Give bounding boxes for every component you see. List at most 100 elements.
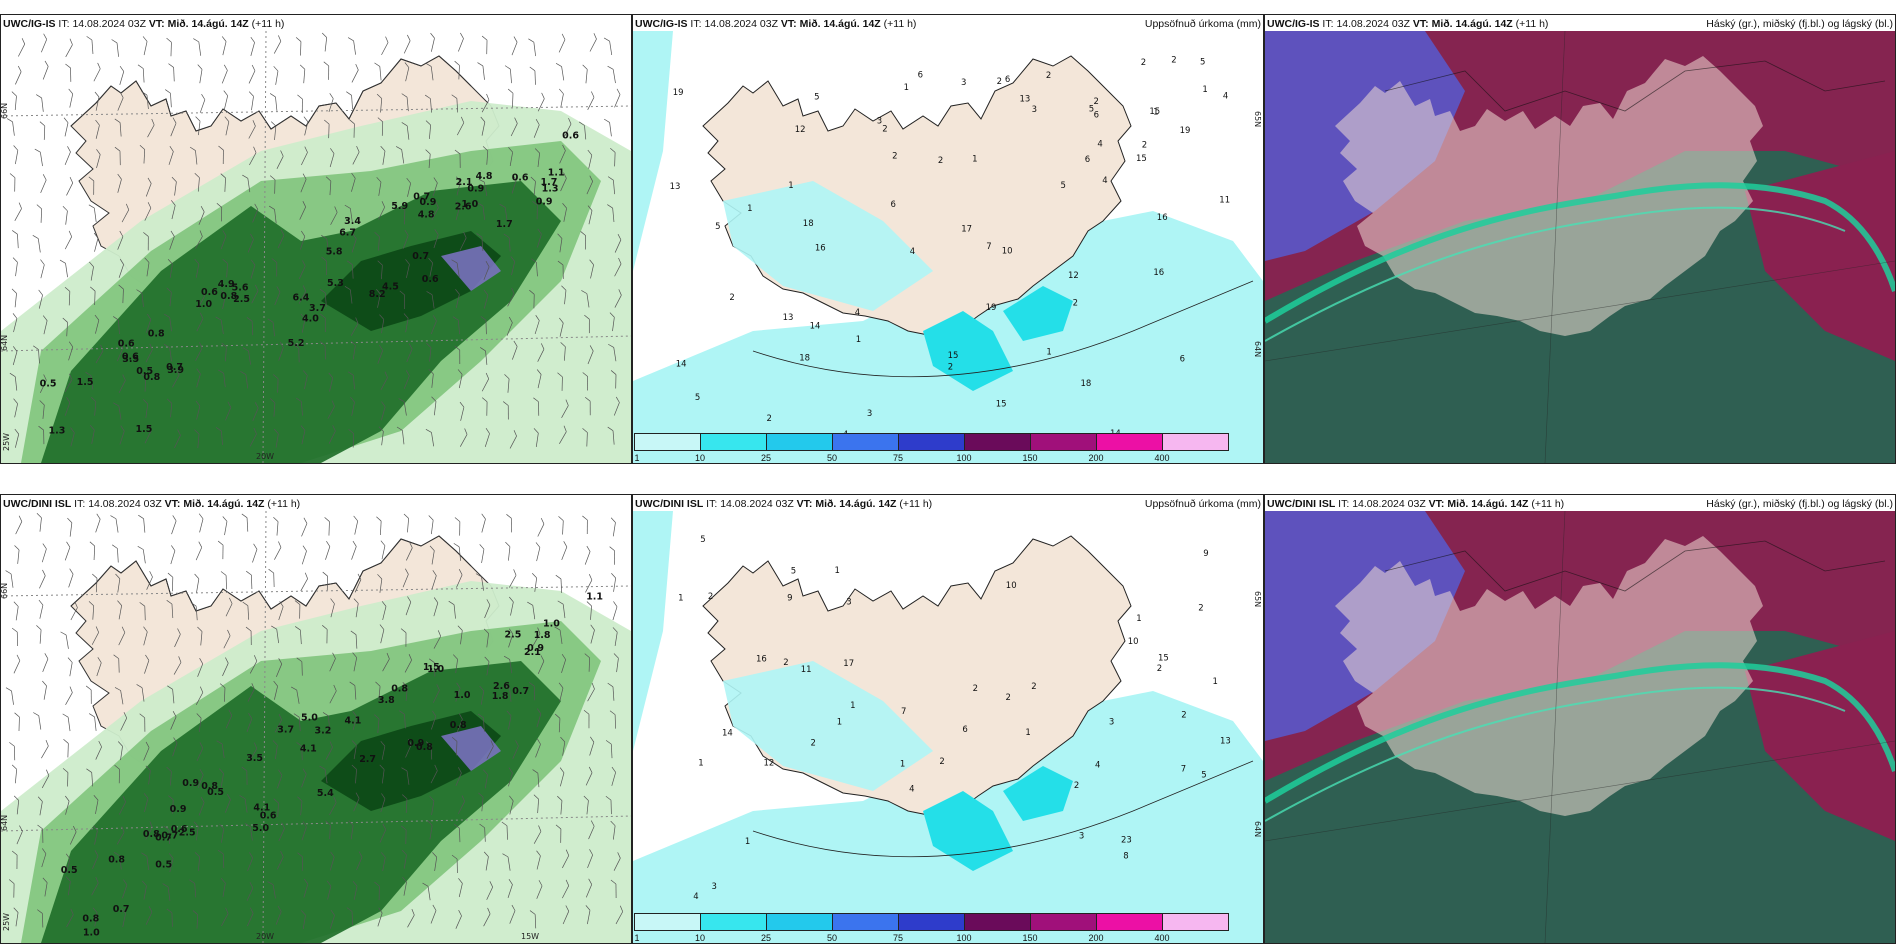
wind-barb-staff <box>429 347 432 362</box>
wind-barb-flag <box>66 541 71 548</box>
panel-header: UWC/IG-IS IT: 14.08.2024 03Z VT: Mið. 14… <box>1267 18 1893 30</box>
wind-barb <box>172 368 180 388</box>
precip-value-label: 0.5 <box>40 379 57 390</box>
wind-barb-staff <box>428 154 431 169</box>
wind-barb <box>555 63 565 81</box>
wind-barb-flag <box>197 626 203 632</box>
precip-value-label: 0.8 <box>450 720 467 731</box>
precip-value-label: 1.3 <box>542 184 559 195</box>
wind-barb <box>509 904 516 924</box>
wind-barb-flag <box>300 313 306 320</box>
wind-barb-flag <box>95 626 99 633</box>
wind-barb-staff <box>377 350 383 364</box>
wind-barb-staff <box>564 290 567 305</box>
wind-barb <box>348 429 354 448</box>
wind-barb <box>95 344 104 364</box>
precip-value-label: 3 <box>961 78 966 88</box>
wind-barb <box>112 544 119 563</box>
wind-barb <box>425 149 431 169</box>
wind-barb <box>402 682 408 701</box>
wind-barb-flag <box>507 88 514 94</box>
wind-barb-flag <box>352 880 358 887</box>
wind-barb-staff <box>200 631 203 646</box>
wind-barb-staff <box>507 293 515 307</box>
precip-value-label: 3 <box>877 117 882 127</box>
wind-barb <box>197 658 204 677</box>
wind-barb-flag <box>603 37 610 42</box>
wind-barb-flag <box>323 61 329 67</box>
wind-barb <box>137 64 145 83</box>
wind-barb <box>558 33 566 53</box>
wind-barb <box>196 368 201 388</box>
wind-barb-flag <box>201 290 205 297</box>
wind-barb-flag <box>382 823 387 830</box>
wind-barb-staff <box>95 800 99 814</box>
wind-barb-flag <box>170 230 175 237</box>
wind-barb-flag <box>136 684 143 689</box>
precip-value-label: 2 <box>1181 710 1186 720</box>
wind-barb-flag <box>587 149 593 156</box>
wind-barb <box>113 654 120 673</box>
wind-barb-flag <box>588 574 593 581</box>
wind-barb-staff <box>95 746 102 760</box>
wind-barb-staff <box>225 347 227 362</box>
wind-barb-flag <box>6 118 13 123</box>
wind-barb <box>377 574 383 593</box>
wind-barb <box>504 374 510 393</box>
wind-barb-flag <box>377 574 383 580</box>
wind-barb <box>456 568 463 588</box>
precip-value-label: 5.9 <box>391 201 408 212</box>
wind-barb-staff <box>561 405 569 418</box>
wind-barb-flag <box>125 203 130 210</box>
wind-barb <box>5 570 14 588</box>
precip-value-label: 2 <box>882 125 887 135</box>
wind-barb <box>422 882 431 901</box>
wind-barb-flag <box>199 230 203 237</box>
wind-barb <box>452 654 458 674</box>
wind-barb-flag <box>67 146 71 153</box>
wind-barb <box>456 713 463 733</box>
wind-barb-flag <box>618 257 622 264</box>
wind-barb <box>13 145 19 165</box>
wind-barb-staff <box>146 319 152 333</box>
wind-barb <box>352 146 360 165</box>
wind-barb-staff <box>92 605 95 620</box>
wind-barb-staff <box>38 715 42 730</box>
wind-barb-staff <box>329 690 337 704</box>
wind-barb <box>379 624 385 644</box>
wind-barb-staff <box>303 884 309 898</box>
colorbar-segment <box>766 913 833 931</box>
wind-barb-staff <box>122 913 126 928</box>
precip-value-label: 1.1 <box>548 168 565 179</box>
wind-barb-staff <box>353 40 356 55</box>
wind-barb <box>62 713 71 732</box>
precip-value-label: 13 <box>670 182 681 192</box>
wind-barb <box>349 119 355 138</box>
wind-barb <box>589 736 595 756</box>
wind-barb-flag <box>68 341 74 348</box>
precip-value-label: 1.5 <box>77 377 94 388</box>
wind-barb <box>65 686 73 705</box>
wind-barb-staff <box>407 914 415 928</box>
wind-barb-flag <box>503 233 510 238</box>
precip-value-label: 1 <box>900 759 905 769</box>
wind-barb-staff <box>70 607 78 621</box>
precip-value-label: 2 <box>948 362 953 372</box>
wind-barb-staff <box>39 575 46 589</box>
precip-value-label: 2.5 <box>233 294 250 305</box>
wind-barb <box>536 708 542 728</box>
wind-barb-staff <box>560 178 567 192</box>
wind-barb-staff <box>143 41 148 56</box>
wind-barb-staff <box>588 210 593 225</box>
wind-barb-flag <box>534 148 540 154</box>
wind-barb-flag <box>69 568 74 575</box>
wind-barb <box>198 513 204 533</box>
panel-header: UWC/IG-IS IT: 14.08.2024 03Z VT: Mið. 14… <box>635 18 1261 30</box>
wind-barb <box>380 793 386 813</box>
wind-barb <box>454 60 460 80</box>
wind-barb-staff <box>224 177 226 192</box>
wind-barb <box>14 428 20 448</box>
wind-barb-staff <box>144 430 152 444</box>
wind-barb <box>405 596 412 616</box>
precip-value-label: 0.8 <box>143 372 160 383</box>
